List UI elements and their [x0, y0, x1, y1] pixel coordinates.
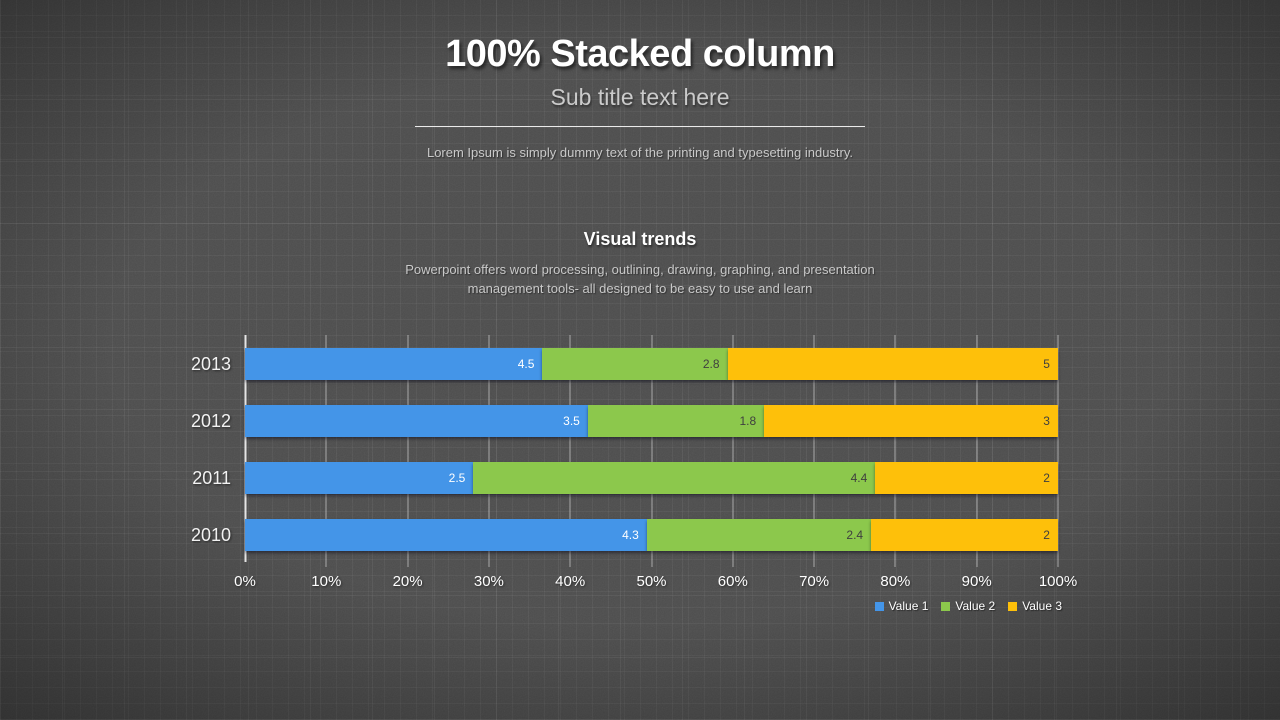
grid-line [407, 335, 409, 567]
value-label: 2 [1043, 528, 1050, 542]
bar-segment-2010-value-2: 2.4 [646, 519, 872, 551]
legend-swatch [874, 601, 884, 611]
x-tick-label: 30% [473, 573, 504, 590]
bar-segment-2011-value-1: 2.5 [245, 462, 474, 494]
divider-line [415, 126, 865, 127]
legend-label: Value 1 [888, 599, 929, 613]
category-label-2013: 2013 [190, 354, 231, 374]
x-tick-label: 50% [636, 573, 667, 590]
grid-line [488, 335, 490, 567]
category-label-2011: 2011 [192, 468, 231, 488]
slide-subtitle: Sub title text here [550, 84, 730, 110]
x-tick-label: 40% [555, 573, 586, 590]
section-body-line-2: management tools- all designed to be eas… [467, 280, 813, 296]
bar-segment-2012-value-3: 3 [764, 405, 1058, 437]
chart-plot: Value 1 Value 2 Value 3 0% 10% 20% 30% 40% 50% 6… [191, 335, 1077, 625]
legend: Value 1 Value 2 Value 3 [874, 599, 1062, 613]
section-heading: Visual trends [583, 229, 697, 249]
bar-segment-2010-value-1: 4.3 [245, 519, 647, 551]
x-tick-label: 0% [234, 573, 256, 590]
legend-swatch [941, 601, 951, 611]
value-label: 1.8 [739, 414, 757, 428]
bar-row-2010: 4.3 2.4 2 [245, 519, 1058, 551]
value-label: 5 [1043, 357, 1050, 371]
legend-item-value-2: Value 2 [941, 599, 995, 613]
legend-item-value-1: Value 1 [874, 599, 929, 613]
value-label: 4.4 [850, 471, 868, 485]
x-tick-label: 100% [1038, 573, 1078, 590]
bar-row-2012: 3.5 1.8 3 [245, 405, 1058, 437]
bar-row-2013: 4.5 2.8 5 [245, 348, 1058, 380]
x-tick-label: 60% [717, 573, 748, 590]
grid-line [651, 335, 652, 567]
grid-line [813, 335, 815, 567]
bar-segment-2011-value-3: 2 [875, 462, 1058, 494]
x-tick-label: 70% [799, 573, 830, 590]
category-label-2010: 2010 [190, 525, 231, 545]
grid-line [1057, 335, 1059, 567]
grid-line [976, 335, 978, 567]
value-label: 2.4 [846, 528, 864, 542]
grid-line [325, 335, 327, 567]
bar-segment-2012-value-1: 3.5 [245, 405, 588, 437]
bar-row-2011: 2.5 4.4 2 [245, 462, 1058, 494]
x-tick-label: 90% [961, 573, 992, 590]
grid-line [569, 335, 571, 567]
value-label: 3 [1043, 414, 1050, 428]
section-body: Powerpoint offers word processing, outli… [0, 261, 1280, 298]
bar-segment-2011-value-2: 4.4 [473, 462, 876, 494]
bar-segment-2013-value-2: 2.8 [542, 348, 728, 380]
grid-line [894, 335, 896, 567]
legend-item-value-3: Value 3 [1008, 599, 1062, 613]
grid-line [732, 335, 734, 567]
value-label: 4.5 [517, 357, 535, 371]
y-axis-line [244, 335, 247, 562]
slide-description: Lorem Ipsum is simply dummy text of the … [426, 145, 854, 160]
category-label-2012: 2012 [190, 411, 231, 431]
bar-segment-2013-value-3: 5 [727, 348, 1058, 380]
value-label: 4.3 [622, 528, 639, 542]
x-tick-label: 10% [311, 573, 342, 590]
bar-segment-2012-value-2: 1.8 [587, 405, 765, 437]
value-label: 2.5 [448, 471, 466, 485]
section-body-line-1: Powerpoint offers word processing, outli… [405, 262, 875, 277]
value-label: 2 [1043, 471, 1050, 485]
bar-segment-2010-value-3: 2 [871, 519, 1058, 551]
x-tick-label: 80% [880, 573, 911, 590]
legend-label: Value 2 [955, 599, 996, 613]
bar-segment-2013-value-1: 4.5 [245, 348, 543, 380]
x-tick-label: 20% [392, 573, 423, 590]
legend-label: Value 3 [1022, 599, 1062, 613]
legend-swatch [1008, 601, 1018, 611]
value-label: 2.8 [702, 357, 720, 371]
value-label: 3.5 [563, 414, 580, 428]
slide-title: 100% Stacked column [445, 33, 835, 75]
